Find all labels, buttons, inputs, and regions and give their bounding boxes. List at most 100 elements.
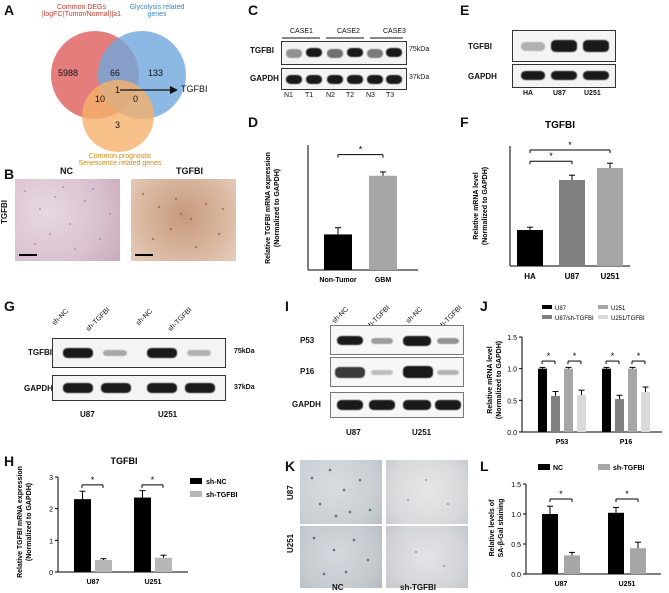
chart-h-bar-0-1 [95,559,112,572]
chart-j-bar-0-1 [551,395,560,432]
panel-label-g: G [4,298,15,314]
wb-g-blot-gapdh [52,375,226,401]
ihc-tgfbi-texture [135,192,225,256]
sabgal-image-u251-nc [300,526,382,588]
wb-g-lane-3: sh-NC [135,308,155,327]
panel-label-i: I [285,298,289,314]
venn-count-two-three: 0 [133,94,139,104]
wb-c-kda-37: 37kDa [409,74,430,81]
chart-l-ytick-1: 0.5 [511,542,521,549]
wb-c-row-gapdh: GAPDH [250,74,279,83]
wb-i-blot-gapdh [330,392,464,418]
chart-h-ylabel: Relative TGFBI mRNA expression (Normalize… [17,466,33,578]
wb-e-blot-tgfbi [512,30,616,62]
ihc-col-nc: NC [60,166,73,176]
wb-i-lane-3: sh-NC [405,306,425,325]
chart-f-ylabel: Relative mRNA level (Normalized to GAPDH) [473,167,489,245]
chart-j-ylabel: Relative mRNA level (Normalized to GAPDH) [487,341,503,419]
chart-j-ytick-0: 0.0 [507,430,517,437]
sabgal-u251-sh-texture [415,551,445,567]
wb-c-case2: CASE2 [337,28,360,35]
chart-j-legend-swatch-0 [542,305,552,309]
venn-count-only2: 133 [148,68,164,78]
chart-j-legend-label-2: U251 [611,306,626,312]
chart-h-xtick-1: U251 [145,579,162,586]
wb-c-lane-n1: N1 [284,92,293,99]
chart-j-bar-1-0 [602,368,611,432]
wb-c-case3: CASE3 [383,28,406,35]
chart-f-xtick-2: U251 [600,272,620,281]
chart-d-xtick-0: Non-Tumor [319,277,356,284]
chart-j-xtick-0: P53 [556,439,569,446]
chart-d-bar-1 [369,175,397,270]
wb-c-lane-t1: T1 [305,92,314,99]
wb-e-row-gapdh: GAPDH [468,72,497,81]
sabgal-col-sh: sh-TGFBI [400,583,436,592]
wb-e-row-tgfbi: TGFBI [468,42,492,51]
chart-l-bar-0-1 [564,555,580,574]
chart-j: 0.0 0.5 1.0 1.5 Relative mRNA level (Normaliz… [487,305,662,446]
chart-l-legend-swatch-0 [538,464,550,470]
wb-g-group-u251: U251 [158,410,178,419]
chart-l-xtick-0: U87 [555,581,568,588]
chart-l-legend-swatch-1 [598,464,610,470]
wb-g-row-gapdh: GAPDH [24,384,53,393]
chart-h-ytick-2: 2 [49,507,53,514]
chart-j-legend-label-0: U87 [555,306,567,312]
chart-h-sig-1-star: * [151,475,155,485]
wb-c-case1: CASE1 [290,28,313,35]
chart-l: 0.0 0.5 1.0 1.5 Relative levels of SA-β-Gal s… [489,464,661,588]
chart-f-xtick-0: HA [524,272,536,281]
venn-count-one-two: 66 [110,68,121,78]
chart-l-ytick-2: 1.0 [511,512,521,519]
ihc-row-label: TGFBI [0,200,9,224]
chart-l-sig-1-star: * [625,489,629,499]
venn-arrow-head [170,86,178,94]
venn-diagram [51,31,186,152]
venn-count-center: 1 [115,85,121,95]
chart-j-sig-0-star: * [547,351,551,361]
chart-d: Relative TGFBI mRNA expression (Normalize… [265,145,418,284]
wb-e-lane-u251: U251 [584,90,601,97]
chart-h-legend-swatch-1 [190,491,202,497]
venn-set3-label: Common prognostic Senescence related gene… [78,153,162,167]
sabgal-u251-nc-texture [312,536,370,576]
chart-j-legend-label-3: U251/TGFBI [611,316,645,322]
chart-f-title: TGFBI [545,120,575,131]
chart-l-bar-1-0 [608,512,624,574]
chart-j-sig-2-star: * [611,351,615,361]
chart-l-ytick-3: 1.5 [511,482,521,489]
chart-j-ytick-3: 1.5 [507,335,517,342]
chart-d-xtick-1: GBM [375,277,392,284]
wb-e-blot-gapdh [512,64,616,88]
chart-j-sig-3-star: * [637,351,641,361]
venn-count-one-three: 10 [95,94,106,104]
sabgal-u87-nc-texture [310,468,372,518]
chart-f-bar-0 [517,230,543,266]
venn-arrow-label: TGFBI [181,84,208,94]
chart-f-bar-1 [559,180,585,266]
wb-c-kda-75: 75kDa [409,46,430,53]
chart-h-ytick-1: 1 [49,538,53,545]
wb-c-blot-gapdh [281,68,407,90]
chart-f: TGFBI Relative mRNA level (Normalized to G… [473,120,630,281]
wb-g-kda-37: 37kDa [234,384,255,391]
chart-h-ytick-0: 0 [49,570,53,577]
wb-i-lane-1: sh-NC [331,306,351,325]
venn-set2-label: Glycolysis related genes [129,4,185,18]
sabgal-image-u87-nc [300,460,382,524]
venn-count-only1: 5988 [58,68,79,78]
wb-g-lane-1: sh-NC [51,308,71,327]
sabgal-row-u251: U251 [286,533,295,553]
chart-j-ytick-1: 0.5 [507,398,517,405]
panel-label-d: D [248,114,259,130]
panel-label-c: C [248,2,259,18]
venn-circle-senescence [82,80,154,152]
chart-j-legend-swatch-2 [598,305,608,309]
wb-i-row-p53: P53 [300,336,315,345]
wb-c-lane-n2: N2 [326,92,335,99]
wb-g-blot-tgfbi [52,338,226,368]
chart-j-xtick-1: P16 [620,439,633,446]
panel-label-l: L [480,458,489,474]
sabgal-image-u251-sh [386,526,468,588]
